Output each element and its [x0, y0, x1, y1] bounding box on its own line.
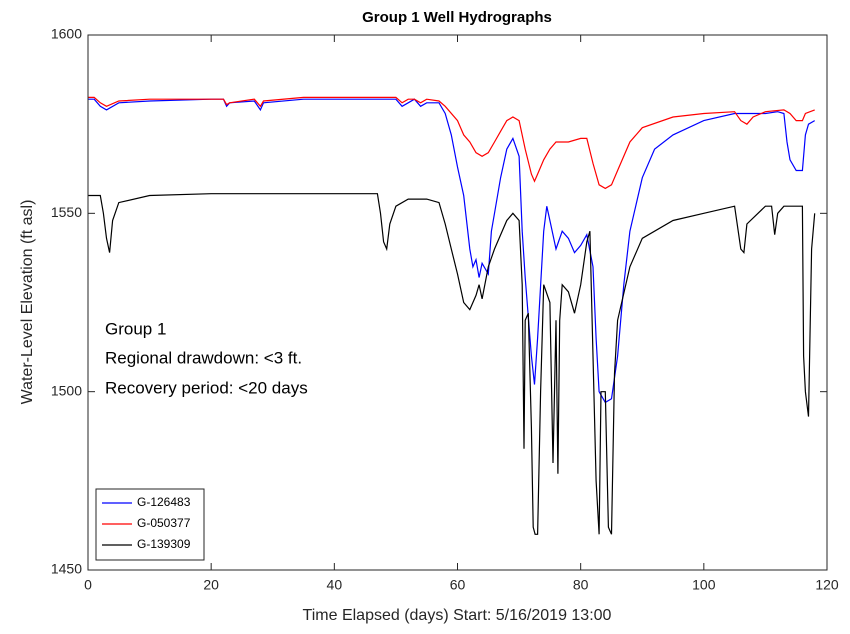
y-tick-label: 1600 [51, 26, 82, 42]
y-tick-label: 1550 [51, 204, 82, 220]
legend-label: G-126483 [137, 495, 191, 509]
x-tick-label: 20 [203, 577, 219, 593]
x-tick-label: 80 [573, 577, 589, 593]
legend-label: G-139309 [137, 537, 191, 551]
series-line [88, 193, 816, 535]
x-tick-label: 60 [450, 577, 466, 593]
x-tick-label: 120 [815, 577, 839, 593]
annotation: Regional drawdown: <3 ft. [105, 348, 302, 367]
series-line [88, 96, 815, 190]
series-line [88, 98, 816, 404]
y-tick-label: 1450 [51, 561, 82, 577]
x-tick-label: 0 [84, 577, 92, 593]
legend-label: G-050377 [137, 516, 191, 530]
x-tick-label: 40 [327, 577, 343, 593]
chart-title: Group 1 Well Hydrographs [362, 9, 552, 26]
y-tick-label: 1500 [51, 382, 82, 398]
y-axis-label: Water-Level Elevation (ft asl) [19, 200, 36, 405]
plot-frame [87, 34, 828, 571]
annotation: Recovery period: <20 days [105, 378, 308, 397]
x-tick-label: 100 [692, 577, 716, 593]
annotation: Group 1 [105, 319, 166, 338]
x-axis-label: Time Elapsed (days) Start: 5/16/2019 13:… [303, 607, 612, 624]
